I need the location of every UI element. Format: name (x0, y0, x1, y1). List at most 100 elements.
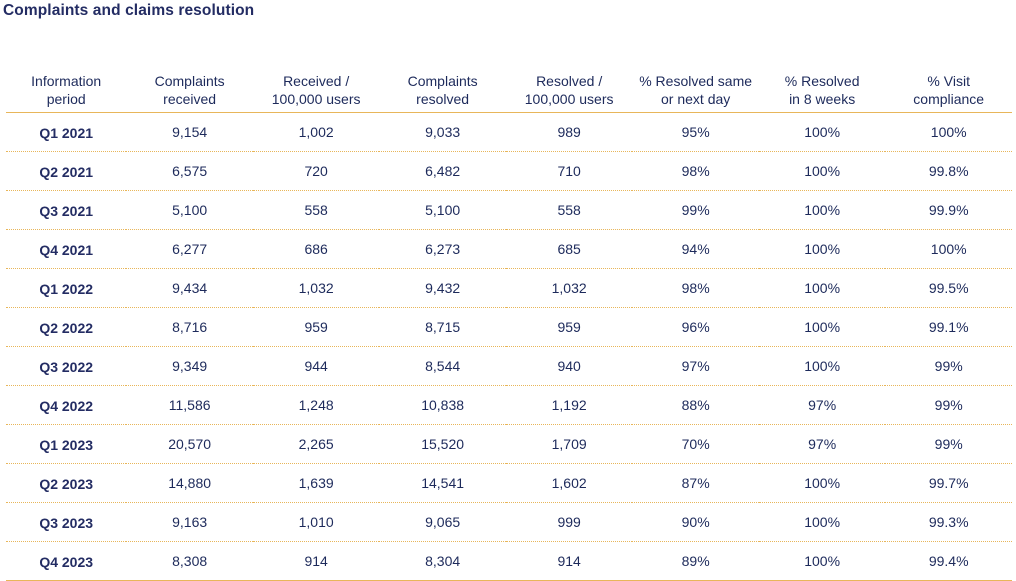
value-cell: 8,308 (126, 541, 253, 581)
header-label-line: in 8 weeks (789, 91, 856, 107)
value-cell: 914 (252, 541, 380, 581)
value-cell: 1,192 (505, 385, 633, 425)
value-cell: 6,277 (126, 229, 253, 269)
value-cell: 14,880 (126, 463, 253, 503)
complaints-table: Information period Complaints received Recei… (6, 72, 1012, 581)
value-cell: 1,602 (505, 463, 633, 503)
value-cell: 100% (885, 229, 1012, 269)
period-cell: Q4 2023 (6, 541, 127, 581)
period-cell: Q4 2021 (6, 229, 127, 269)
value-cell: 940 (505, 346, 633, 386)
table-row: Q4 2021 6,277 686 6,273 685 94% 100% 100% (6, 229, 1012, 269)
value-cell: 89% (632, 541, 759, 581)
value-cell: 11,586 (126, 385, 253, 425)
value-cell: 8,716 (126, 307, 253, 347)
value-cell: 1,248 (252, 385, 380, 425)
value-cell: 9,033 (379, 112, 506, 152)
table-row: Q4 2023 8,308 914 8,304 914 89% 100% 99.4% (6, 541, 1012, 581)
value-cell: 90% (632, 502, 759, 542)
value-cell: 720 (252, 151, 380, 191)
period-cell: Q3 2022 (6, 346, 127, 386)
value-cell: 99.5% (885, 268, 1012, 308)
value-cell: 9,434 (126, 268, 253, 308)
header-label-line: resolved (416, 91, 470, 107)
value-cell: 1,002 (252, 112, 380, 152)
period-cell: Q3 2021 (6, 190, 127, 230)
table-row: Q2 2023 14,880 1,639 14,541 1,602 87% 100% 99.7… (6, 463, 1012, 503)
table-row: Q1 2023 20,570 2,265 15,520 1,709 70% 97% 99% (6, 424, 1012, 464)
value-cell: 1,010 (252, 502, 380, 542)
value-cell: 6,273 (379, 229, 506, 269)
header-complaints-received: Complaints received (126, 72, 253, 113)
header-resolved-8-weeks: % Resolved in 8 weeks (758, 72, 886, 113)
header-label-line: or next day (661, 91, 731, 107)
value-cell: 5,100 (126, 190, 253, 230)
value-cell: 14,541 (379, 463, 506, 503)
value-cell: 8,715 (379, 307, 506, 347)
value-cell: 99% (885, 385, 1012, 425)
table-row: Q3 2021 5,100 558 5,100 558 99% 100% 99.9% (6, 190, 1012, 230)
value-cell: 99.3% (885, 502, 1012, 542)
value-cell: 97% (632, 346, 759, 386)
table-row: Q3 2023 9,163 1,010 9,065 999 90% 100% 99.3% (6, 502, 1012, 542)
period-cell: Q1 2023 (6, 424, 127, 464)
header-resolved-same-next-day: % Resolved same or next day (632, 72, 759, 113)
header-label-line: received (163, 91, 217, 107)
value-cell: 99.1% (885, 307, 1012, 347)
value-cell: 100% (758, 307, 886, 347)
value-cell: 100% (758, 541, 886, 581)
value-cell: 686 (252, 229, 380, 269)
header-label-line: Resolved / (536, 73, 603, 89)
header-row: Information period Complaints received Recei… (6, 72, 1012, 113)
value-cell: 1,032 (252, 268, 380, 308)
header-received-per-100k: Received / 100,000 users (252, 72, 380, 113)
value-cell: 99% (632, 190, 759, 230)
value-cell: 2,265 (252, 424, 380, 464)
table-row: Q1 2021 9,154 1,002 9,033 989 95% 100% 100% (6, 112, 1012, 152)
period-cell: Q2 2023 (6, 463, 127, 503)
value-cell: 9,349 (126, 346, 253, 386)
value-cell: 99% (885, 346, 1012, 386)
header-resolved-per-100k: Resolved / 100,000 users (505, 72, 633, 113)
value-cell: 15,520 (379, 424, 506, 464)
value-cell: 685 (505, 229, 633, 269)
value-cell: 8,304 (379, 541, 506, 581)
header-label-line: Complaints (407, 73, 478, 89)
value-cell: 95% (632, 112, 759, 152)
value-cell: 989 (505, 112, 633, 152)
value-cell: 97% (758, 385, 886, 425)
header-label-line: period (46, 91, 86, 107)
header-label-line: % Resolved (784, 73, 860, 89)
period-cell: Q1 2022 (6, 268, 127, 308)
value-cell: 98% (632, 268, 759, 308)
header-label-line: % Resolved same (639, 73, 753, 89)
value-cell: 914 (505, 541, 633, 581)
value-cell: 9,154 (126, 112, 253, 152)
value-cell: 100% (758, 502, 886, 542)
header-label-line: Complaints (154, 73, 225, 89)
header-visit-compliance: % Visit compliance (885, 72, 1012, 113)
value-cell: 8,544 (379, 346, 506, 386)
value-cell: 99.4% (885, 541, 1012, 581)
value-cell: 99.7% (885, 463, 1012, 503)
value-cell: 87% (632, 463, 759, 503)
header-information-period: Information period (6, 72, 127, 113)
value-cell: 6,482 (379, 151, 506, 191)
table-row: Q3 2022 9,349 944 8,544 940 97% 100% 99% (6, 346, 1012, 386)
value-cell: 100% (758, 229, 886, 269)
header-label-line: % Visit (927, 73, 970, 89)
header-complaints-resolved: Complaints resolved (379, 72, 506, 113)
value-cell: 94% (632, 229, 759, 269)
value-cell: 999 (505, 502, 633, 542)
page-title: Complaints and claims resolution (3, 2, 255, 19)
value-cell: 100% (758, 346, 886, 386)
value-cell: 96% (632, 307, 759, 347)
header-label-line: 100,000 users (524, 91, 614, 107)
value-cell: 99.8% (885, 151, 1012, 191)
table-row: Q4 2022 11,586 1,248 10,838 1,192 88% 97% 99% (6, 385, 1012, 425)
value-cell: 10,838 (379, 385, 506, 425)
value-cell: 100% (758, 190, 886, 230)
header-label-line: 100,000 users (271, 91, 361, 107)
header-label-line: compliance (913, 91, 985, 107)
table-body: Q1 2021 9,154 1,002 9,033 989 95% 100% 100% Q2 2… (6, 112, 1012, 581)
